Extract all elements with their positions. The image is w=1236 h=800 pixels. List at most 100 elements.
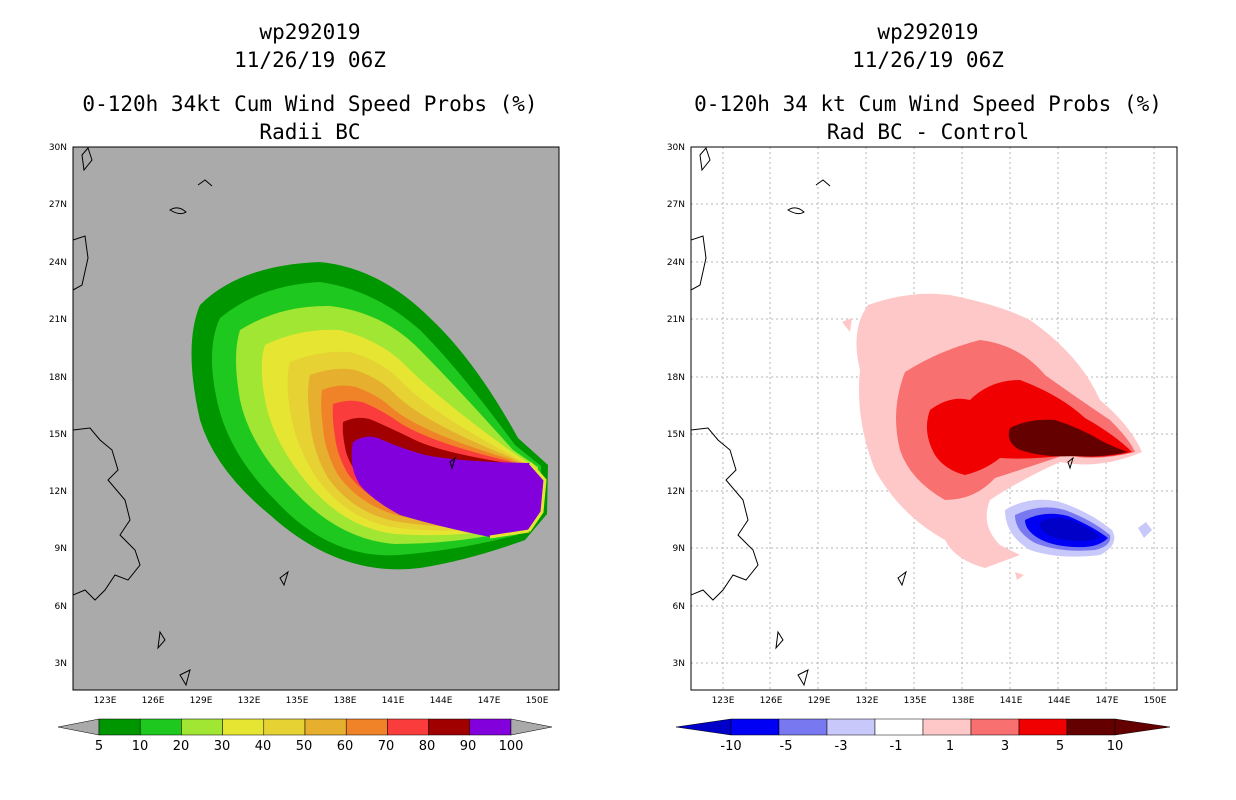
diff-contour-minus10 [1039, 517, 1100, 542]
right-colorbar-over-arrow [1114, 718, 1171, 736]
right-lon-label: 126E [760, 696, 783, 706]
right-colorbar: -10 -5 -3 -1 1 3 5 10 [675, 718, 1171, 754]
left-lat-label: 21N [49, 315, 67, 325]
left-colorbar-label: 60 [337, 739, 354, 754]
right-lat-label: 9N [673, 544, 685, 554]
right-lat-label: 6N [673, 602, 685, 612]
right-colorbar-label: 10 [1107, 739, 1124, 754]
left-colorbar-over-arrow [510, 718, 553, 736]
left-colorbar-cell [387, 718, 429, 736]
left-title-product: 0-120h 34kt Cum Wind Speed Probs (%) [82, 92, 538, 116]
left-colorbar-label: 10 [132, 739, 149, 754]
right-colorbar-cell [922, 718, 972, 736]
right-lat-label: 30N [667, 143, 685, 153]
left-axis-labels: 30N 27N 24N 21N 18N 15N 12N 9N 6N 3N 123… [49, 143, 549, 706]
left-coastlines [73, 147, 456, 687]
right-lon-label: 123E [712, 696, 735, 706]
right-colorbar-label: 5 [1056, 739, 1064, 754]
right-map-panel [690, 146, 1178, 691]
left-colorbar-cell [263, 718, 306, 736]
diff-contour-plus10 [1008, 419, 1128, 457]
right-colorbar-label: -5 [780, 739, 793, 754]
left-probability-contours [191, 262, 548, 570]
right-colorbar-cells [730, 718, 1116, 736]
left-lon-label: 123E [94, 696, 117, 706]
left-lon-label: 129E [190, 696, 213, 706]
left-title-storm: wp292019 [259, 20, 361, 44]
left-lon-label: 138E [334, 696, 357, 706]
left-colorbar-label: 80 [419, 739, 436, 754]
left-colorbar-label: 5 [95, 739, 103, 754]
right-colorbar-cell [826, 718, 876, 736]
right-colorbar-label: 1 [946, 739, 954, 754]
contour-edge-yellow [527, 462, 547, 532]
right-colorbar-cell [778, 718, 828, 736]
right-title-product: 0-120h 34 kt Cum Wind Speed Probs (%) [694, 92, 1162, 116]
left-lat-label: 24N [49, 258, 67, 268]
left-lat-label: 15N [49, 430, 67, 440]
diff-contour-minus1-spot [1138, 522, 1152, 538]
right-lon-label: 141E [1000, 696, 1023, 706]
right-title-subtitle: Rad BC - Control [826, 120, 1030, 144]
right-lon-label: 150E [1144, 696, 1167, 706]
right-lat-label: 27N [667, 200, 685, 210]
right-lon-label: 129E [808, 696, 831, 706]
left-colorbar-cell [428, 718, 471, 736]
right-lat-label: 18N [667, 373, 685, 383]
left-lat-label: 3N [55, 659, 67, 669]
left-map-panel [72, 146, 560, 691]
left-lon-label: 132E [238, 696, 261, 706]
left-lon-label: 150E [526, 696, 549, 706]
left-colorbar-cell [222, 718, 265, 736]
right-colorbar-under-arrow [675, 718, 732, 736]
right-lon-label: 135E [904, 696, 927, 706]
right-colorbar-label: -3 [835, 739, 848, 754]
right-difference-contours [842, 293, 1152, 580]
left-colorbar-label: 90 [460, 739, 477, 754]
contour-edge-yellow-bottom [489, 529, 530, 539]
right-lat-label: 15N [667, 430, 685, 440]
left-lon-label: 144E [430, 696, 453, 706]
right-lon-label: 132E [856, 696, 879, 706]
right-lon-label: 147E [1096, 696, 1119, 706]
left-lat-label: 12N [49, 487, 67, 497]
contour-90 [351, 436, 545, 537]
right-title-date: 11/26/19 06Z [852, 48, 1004, 72]
left-colorbar: 5 10 20 30 40 50 60 70 80 90 100 [57, 718, 553, 754]
left-lat-label: 18N [49, 373, 67, 383]
left-lat-label: 27N [49, 200, 67, 210]
left-lon-label: 135E [286, 696, 309, 706]
left-lon-label: 126E [142, 696, 165, 706]
left-colorbar-cell [139, 718, 182, 736]
left-title-date: 11/26/19 06Z [234, 48, 386, 72]
right-lon-label: 138E [952, 696, 975, 706]
right-colorbar-cell [730, 718, 780, 736]
left-lat-label: 30N [49, 143, 67, 153]
right-lon-label: 144E [1048, 696, 1071, 706]
right-axis-labels: 30N 27N 24N 21N 18N 15N 12N 9N 6N 3N 123… [667, 143, 1167, 706]
right-colorbar-cell [1018, 718, 1068, 736]
right-lat-label: 24N [667, 258, 685, 268]
right-lat-label: 21N [667, 315, 685, 325]
left-map-frame [72, 146, 560, 691]
left-colorbar-cell [98, 718, 141, 736]
right-colorbar-label: -10 [720, 739, 741, 754]
left-colorbar-cell [181, 718, 223, 736]
left-colorbar-cell [304, 718, 347, 736]
left-lat-label: 9N [55, 544, 67, 554]
left-colorbar-cells [98, 718, 512, 736]
right-lat-label: 12N [667, 487, 685, 497]
right-map-frame [690, 146, 1178, 691]
left-colorbar-label: 50 [296, 739, 313, 754]
left-colorbar-label: 70 [378, 739, 395, 754]
right-lat-label: 3N [673, 659, 685, 669]
left-lat-label: 6N [55, 602, 67, 612]
right-colorbar-label: -1 [890, 739, 903, 754]
left-colorbar-label: 30 [214, 739, 231, 754]
left-lon-label: 147E [478, 696, 501, 706]
left-colorbar-under-arrow [57, 718, 100, 736]
right-colorbar-cell [970, 718, 1020, 736]
left-colorbar-cell [345, 718, 388, 736]
right-colorbar-label: 3 [1001, 739, 1009, 754]
